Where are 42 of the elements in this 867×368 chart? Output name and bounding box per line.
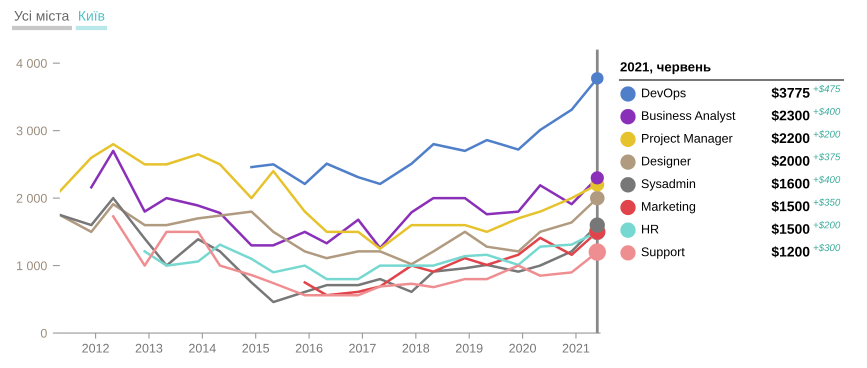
text: +$475 bbox=[814, 84, 840, 93]
y-tick-label: 1 000 bbox=[17, 261, 47, 270]
y-tick-label: 2 000 bbox=[16, 194, 47, 203]
legend-label: Project Manager bbox=[642, 134, 733, 146]
text: +$400 bbox=[814, 108, 840, 116]
text: $3775 bbox=[772, 87, 810, 99]
legend-label: Support bbox=[642, 247, 685, 259]
legend-label: Business Analyst bbox=[642, 110, 736, 123]
text: +$350 bbox=[814, 198, 840, 206]
y-tick-label: 0 bbox=[40, 328, 47, 338]
text: +$200 bbox=[814, 130, 840, 138]
legend-title: 2021, червень bbox=[620, 62, 711, 74]
text: $1200 bbox=[772, 246, 810, 258]
x-tick-label: 2015 bbox=[242, 344, 270, 353]
x-tick-label: 2012 bbox=[82, 344, 109, 353]
text: $1500 bbox=[772, 223, 810, 235]
x-tick-label: 2019 bbox=[456, 344, 483, 353]
x-tick-label: 2018 bbox=[402, 344, 430, 353]
legend-label: DevOps bbox=[642, 88, 686, 100]
x-tick-label: 2014 bbox=[189, 344, 216, 353]
text: $1600 bbox=[772, 178, 810, 190]
x-tick-label: 2021 bbox=[562, 344, 590, 353]
y-tick-label: 3 000 bbox=[16, 126, 47, 136]
text: $2300 bbox=[772, 110, 810, 122]
text: $1500 bbox=[772, 200, 810, 212]
text: +$200 bbox=[814, 221, 840, 229]
text: +$400 bbox=[814, 176, 840, 184]
text: $2200 bbox=[772, 132, 810, 144]
text: $2000 bbox=[772, 155, 810, 167]
x-tick-label: 2020 bbox=[509, 344, 536, 353]
legend-label: Designer bbox=[642, 156, 691, 168]
x-tick-label: 2016 bbox=[296, 344, 322, 353]
x-tick-label: 2017 bbox=[349, 344, 376, 353]
text: Київ bbox=[79, 11, 104, 21]
legend-label: Marketing bbox=[642, 202, 696, 214]
legend-label: Sysadmin bbox=[642, 178, 696, 191]
text: Усі міста bbox=[14, 10, 70, 21]
y-tick-label: 4 000 bbox=[16, 58, 47, 68]
text: +$375 bbox=[814, 153, 840, 161]
text: +$300 bbox=[814, 244, 840, 252]
x-tick-label: 2013 bbox=[136, 344, 162, 353]
legend-label: HR bbox=[642, 224, 658, 234]
